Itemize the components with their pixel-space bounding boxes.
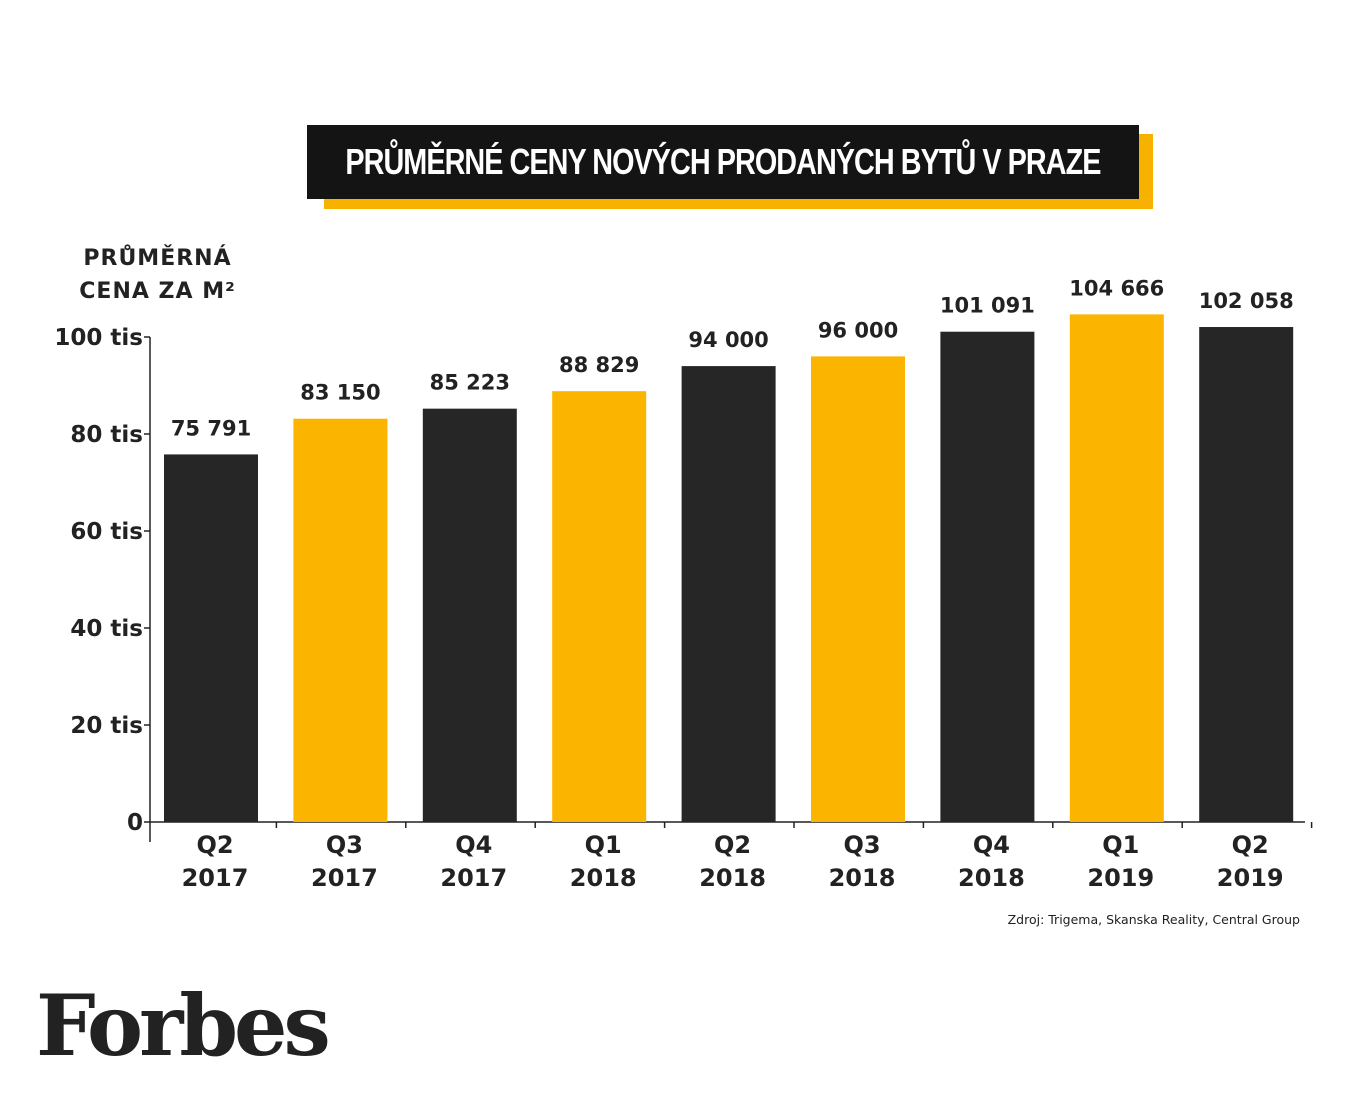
x-tick-label-year: 2018 xyxy=(699,864,766,892)
bar xyxy=(811,356,905,822)
x-tick-label-quarter: Q1 xyxy=(585,831,622,859)
y-tick-label: 40 tis xyxy=(70,616,143,642)
bar xyxy=(422,408,517,822)
x-tick-label-quarter: Q2 xyxy=(714,831,751,859)
bar xyxy=(1069,314,1164,822)
x-tick-label-quarter: Q3 xyxy=(843,831,880,859)
bar-value-label: 102 058 xyxy=(1199,289,1294,313)
x-tick-label-year: 2018 xyxy=(958,864,1025,892)
bar xyxy=(1199,327,1294,822)
chart-title: PRŮMĚRNÉ CENY NOVÝCH PRODANÝCH BYTŮ V PR… xyxy=(345,141,1101,182)
y-tick-label: 20 tis xyxy=(70,713,143,739)
x-tick-label-quarter: Q2 xyxy=(196,831,233,859)
x-tick-label-year: 2018 xyxy=(829,864,896,892)
x-tick-label-quarter: Q2 xyxy=(1232,831,1269,859)
bar-value-label: 96 000 xyxy=(818,318,898,342)
x-tick-label-year: 2017 xyxy=(440,864,507,892)
bar-value-label: 104 666 xyxy=(1069,276,1164,300)
x-tick-label-year: 2017 xyxy=(182,864,249,892)
bar-value-label: 75 791 xyxy=(171,416,251,440)
bar xyxy=(552,391,647,822)
title-banner: PRŮMĚRNÉ CENY NOVÝCH PRODANÝCH BYTŮ V PR… xyxy=(307,125,1139,199)
x-tick-label-quarter: Q3 xyxy=(326,831,363,859)
y-tick-label: 80 tis xyxy=(70,422,143,448)
bar-value-label: 94 000 xyxy=(688,328,768,352)
forbes-logo: Forbes xyxy=(36,976,331,1075)
x-tick-label-year: 2019 xyxy=(1217,864,1284,892)
source-note: Zdroj: Trigema, Skanska Reality, Central… xyxy=(1007,912,1300,927)
bar-value-label: 88 829 xyxy=(559,353,639,377)
bar xyxy=(293,418,388,822)
bar-value-label: 101 091 xyxy=(940,294,1035,318)
y-tick-label: 0 xyxy=(127,810,143,836)
y-axis-label: PRŮMĚRNÁ CENA ZA M² xyxy=(55,242,260,308)
bar xyxy=(940,331,1035,822)
y-axis-label-line2: CENA ZA M² xyxy=(79,279,236,304)
bar xyxy=(681,366,776,822)
bar-value-label: 85 223 xyxy=(430,371,510,395)
x-tick-label-quarter: Q4 xyxy=(455,831,492,859)
x-tick-label-year: 2018 xyxy=(570,864,637,892)
y-tick-label: 60 tis xyxy=(70,519,143,545)
y-tick-label: 100 tis xyxy=(54,325,143,351)
x-tick-label-quarter: Q1 xyxy=(1102,831,1139,859)
bar xyxy=(164,454,258,822)
y-axis-label-line1: PRŮMĚRNÁ xyxy=(83,246,232,271)
x-tick-label-year: 2019 xyxy=(1087,864,1154,892)
x-tick-label-year: 2017 xyxy=(311,864,378,892)
bar-value-label: 83 150 xyxy=(300,381,380,405)
x-tick-label-quarter: Q4 xyxy=(973,831,1010,859)
